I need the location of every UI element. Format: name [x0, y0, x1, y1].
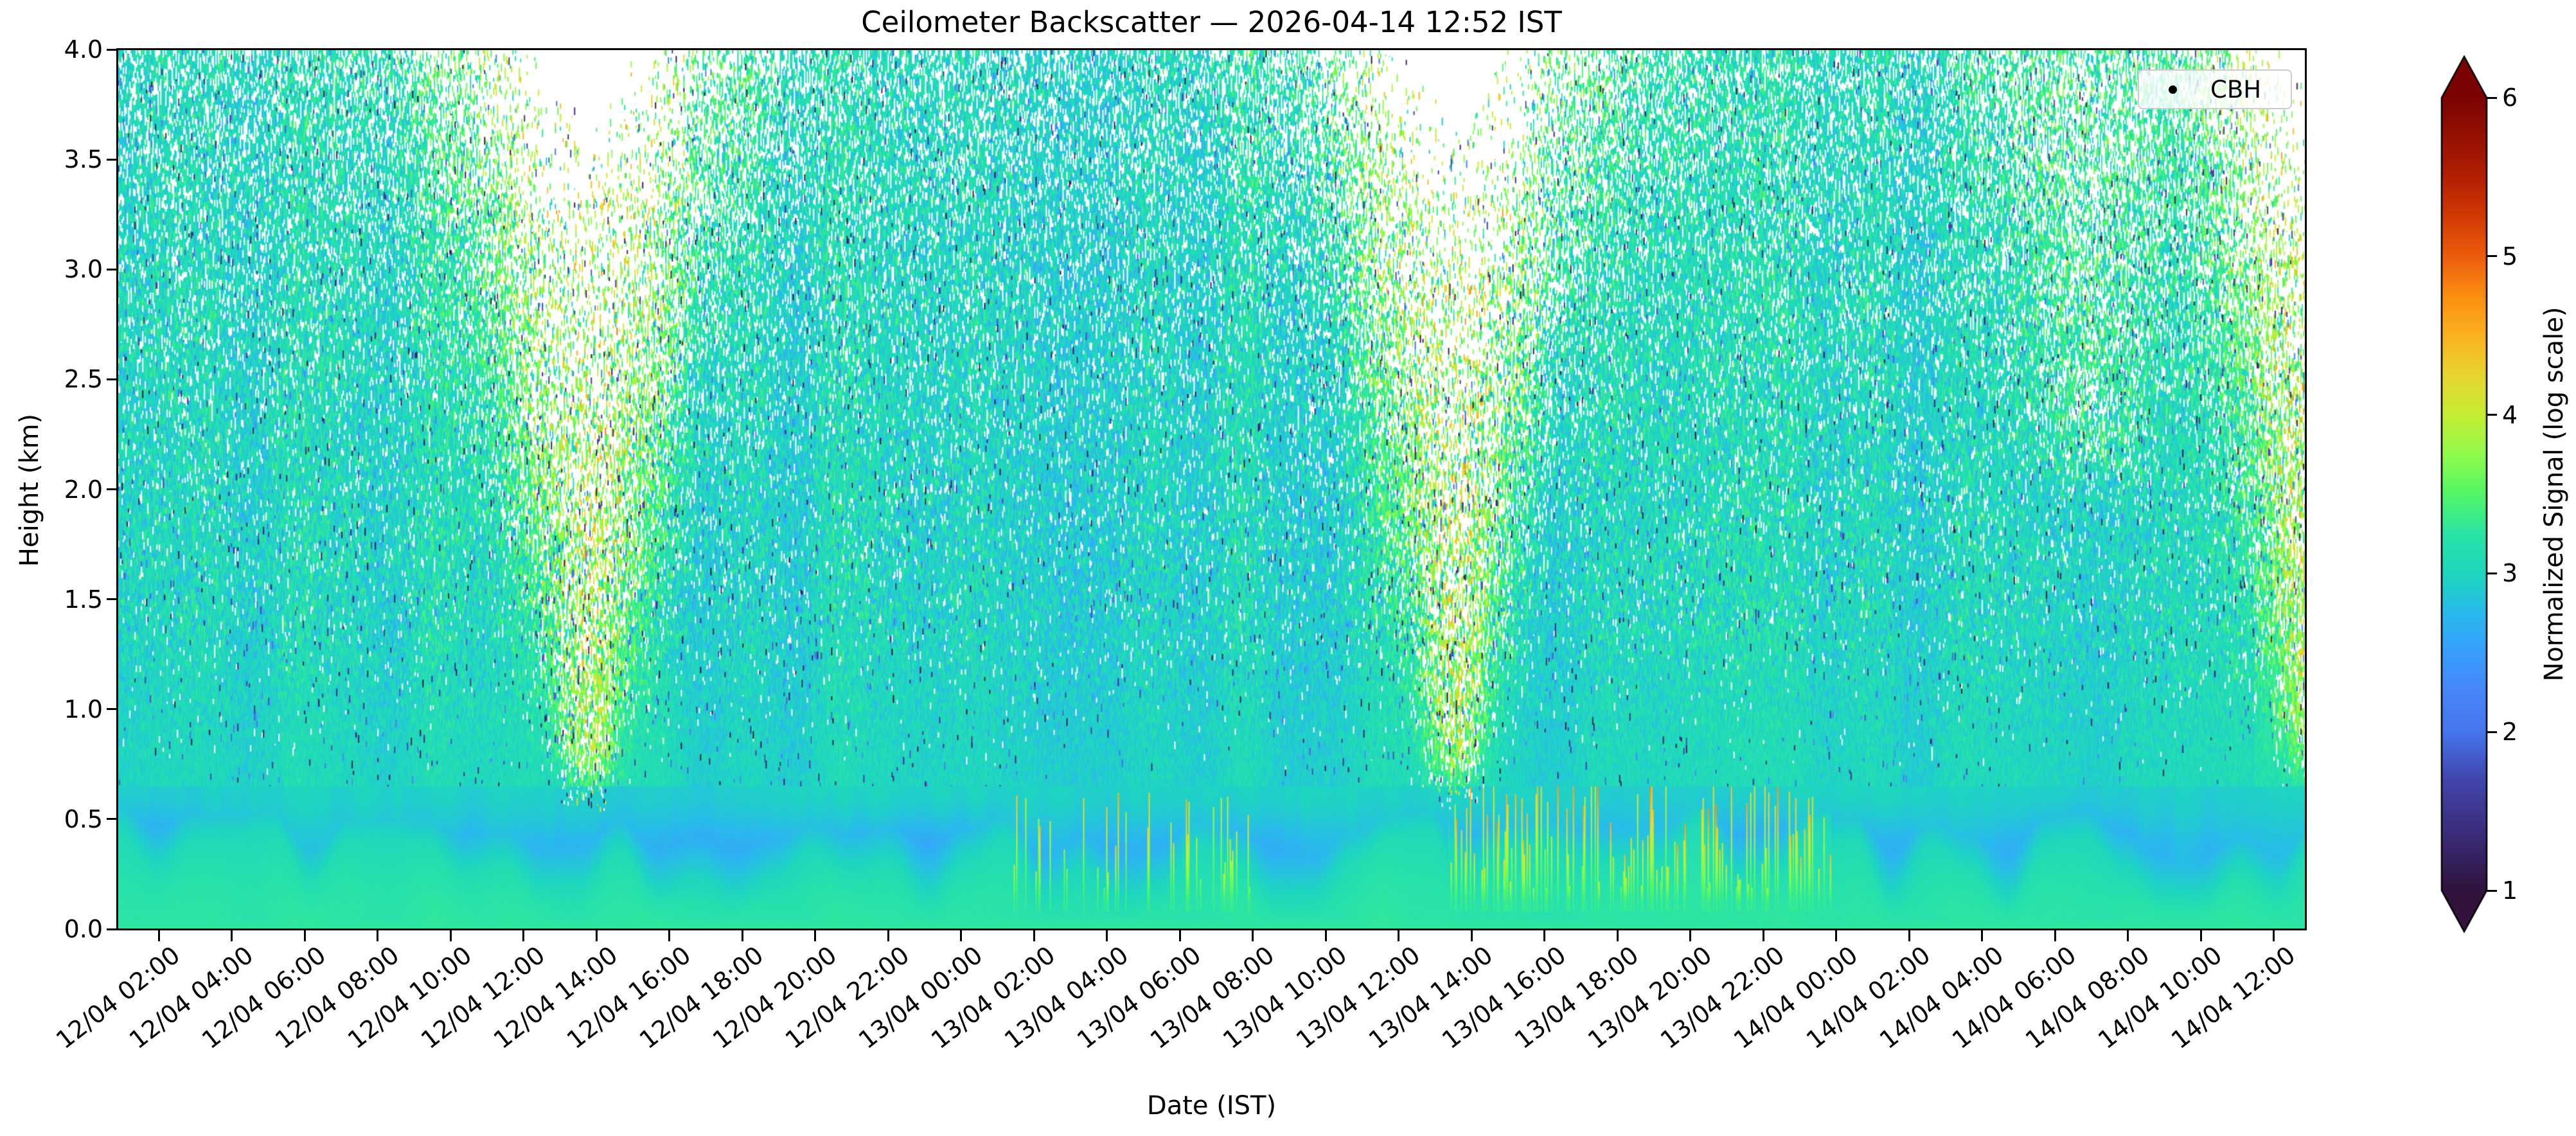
- y-tick-mark: [107, 378, 118, 380]
- x-tick-mark: [1981, 930, 1984, 941]
- y-tick-label: 3.5: [64, 145, 103, 174]
- x-tick-label: 12/04 08:00: [269, 941, 404, 1054]
- colorbar-tick-mark: [2487, 96, 2497, 99]
- legend-label: CBH: [2210, 75, 2262, 103]
- x-tick-label: 12/04 20:00: [707, 941, 842, 1054]
- y-tick-label: 0.5: [64, 804, 103, 833]
- y-tick-mark: [107, 928, 118, 930]
- x-tick-label: 13/04 20:00: [1582, 941, 1717, 1054]
- colorbar-tick-mark: [2487, 255, 2497, 258]
- y-tick-mark: [107, 48, 118, 51]
- y-tick-label: 0.0: [64, 915, 103, 943]
- x-tick-label: 13/04 16:00: [1436, 941, 1571, 1054]
- y-tick-mark: [107, 488, 118, 490]
- x-tick-mark: [960, 930, 963, 941]
- y-tick-mark: [107, 598, 118, 601]
- x-tick-mark: [887, 930, 889, 941]
- x-tick-label: 13/04 22:00: [1655, 941, 1790, 1054]
- chart-title: Ceilometer Backscatter — 2026-04-14 12:5…: [861, 5, 1562, 39]
- x-tick-mark: [1324, 930, 1327, 941]
- x-tick-label: 14/04 12:00: [2165, 941, 2300, 1054]
- colorbar-tick-label: 6: [2502, 84, 2518, 112]
- x-tick-mark: [1689, 930, 1692, 941]
- x-tick-label: 12/04 10:00: [342, 941, 477, 1054]
- x-tick-mark: [1908, 930, 1910, 941]
- y-tick-label: 2.0: [64, 475, 103, 504]
- y-tick-mark: [107, 268, 118, 271]
- x-tick-mark: [522, 930, 525, 941]
- x-tick-label: 13/04 06:00: [1072, 941, 1207, 1054]
- x-tick-mark: [1835, 930, 1838, 941]
- y-tick-label: 3.0: [64, 255, 103, 284]
- x-tick-label: 14/04 10:00: [2093, 941, 2228, 1054]
- x-tick-label: 12/04 22:00: [780, 941, 915, 1054]
- x-tick-label: 14/04 04:00: [1874, 941, 2009, 1054]
- x-tick-mark: [1762, 930, 1764, 941]
- x-axis-label: Date (IST): [1146, 1091, 1277, 1121]
- x-tick-mark: [814, 930, 817, 941]
- y-tick-label: 1.0: [64, 695, 103, 723]
- x-tick-label: 13/04 00:00: [853, 941, 988, 1054]
- y-tick-mark: [107, 818, 118, 821]
- y-tick-mark: [107, 708, 118, 711]
- x-tick-mark: [1616, 930, 1619, 941]
- x-tick-label: 13/04 10:00: [1218, 941, 1353, 1054]
- x-tick-label: 14/04 08:00: [2020, 941, 2154, 1054]
- x-tick-mark: [377, 930, 379, 941]
- x-tick-label: 14/04 02:00: [1801, 941, 1936, 1054]
- x-tick-mark: [2127, 930, 2129, 941]
- x-tick-label: 14/04 00:00: [1728, 941, 1863, 1054]
- x-tick-mark: [449, 930, 452, 941]
- x-tick-label: 13/04 12:00: [1290, 941, 1425, 1054]
- x-tick-mark: [157, 930, 160, 941]
- x-tick-label: 12/04 16:00: [561, 941, 696, 1054]
- x-tick-mark: [2199, 930, 2202, 941]
- y-tick-label: 2.5: [64, 365, 103, 394]
- plot-frame: [116, 48, 2307, 930]
- colorbar-tick-label: 5: [2502, 242, 2518, 271]
- x-tick-mark: [231, 930, 233, 941]
- x-tick-label: 12/04 18:00: [634, 941, 769, 1054]
- colorbar-tick-mark: [2487, 414, 2497, 416]
- x-tick-mark: [595, 930, 598, 941]
- colorbar-tick-mark: [2487, 889, 2497, 892]
- x-tick-label: 14/04 06:00: [1947, 941, 2082, 1054]
- x-tick-label: 12/04 14:00: [488, 941, 623, 1054]
- x-tick-mark: [1470, 930, 1473, 941]
- x-tick-mark: [741, 930, 743, 941]
- x-tick-mark: [1178, 930, 1181, 941]
- colorbar: [2440, 55, 2488, 934]
- x-tick-mark: [1252, 930, 1254, 941]
- x-tick-label: 13/04 18:00: [1509, 941, 1644, 1054]
- x-tick-label: 13/04 08:00: [1144, 941, 1279, 1054]
- x-tick-mark: [1398, 930, 1400, 941]
- colorbar-tick-label: 4: [2502, 400, 2518, 429]
- x-tick-label: 13/04 14:00: [1364, 941, 1498, 1054]
- legend: CBH: [2138, 69, 2292, 109]
- colorbar-tick-label: 2: [2502, 718, 2518, 747]
- x-tick-label: 13/04 04:00: [999, 941, 1133, 1054]
- x-tick-mark: [2273, 930, 2275, 941]
- colorbar-tick-label: 3: [2502, 559, 2518, 588]
- colorbar-tick-mark: [2487, 731, 2497, 733]
- x-tick-label: 12/04 06:00: [197, 941, 332, 1054]
- colorbar-label: Normalized Signal (log scale): [2539, 306, 2569, 682]
- backscatter-heatmap: [118, 49, 2305, 929]
- x-tick-mark: [303, 930, 306, 941]
- colorbar-tick-mark: [2487, 572, 2497, 574]
- x-tick-mark: [1033, 930, 1035, 941]
- x-tick-mark: [1543, 930, 1546, 941]
- x-tick-label: 12/04 02:00: [51, 941, 186, 1054]
- x-tick-mark: [668, 930, 671, 941]
- x-tick-label: 12/04 04:00: [123, 941, 258, 1054]
- colorbar-tick-label: 1: [2502, 876, 2518, 905]
- x-tick-label: 12/04 12:00: [415, 941, 550, 1054]
- y-tick-label: 4.0: [64, 35, 103, 64]
- x-tick-label: 13/04 02:00: [926, 941, 1061, 1054]
- cbh-dot-icon: [2169, 85, 2177, 94]
- y-tick-mark: [107, 158, 118, 161]
- y-tick-label: 1.5: [64, 585, 103, 614]
- x-tick-mark: [1106, 930, 1108, 941]
- x-tick-mark: [2054, 930, 2056, 941]
